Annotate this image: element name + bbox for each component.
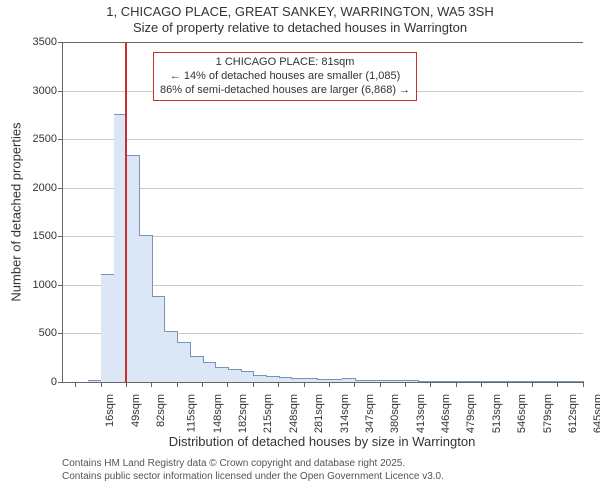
xtick-label: 148sqm [212, 394, 224, 433]
histogram-bar [241, 371, 255, 382]
footer-line-2: Contains public sector information licen… [62, 471, 444, 484]
histogram-bar [177, 342, 191, 382]
chart-title: 1, CHICAGO PLACE, GREAT SANKEY, WARRINGT… [0, 4, 600, 35]
y-axis-title: Number of detached properties [9, 122, 24, 301]
xtick-mark [557, 382, 558, 387]
ytick-label: 1500 [33, 230, 57, 242]
xtick-label: 248sqm [288, 394, 300, 433]
xtick-mark [202, 382, 203, 387]
xtick-mark [329, 382, 330, 387]
histogram-bar [380, 380, 394, 382]
histogram-bar [329, 379, 343, 382]
histogram-bar [279, 377, 293, 382]
xtick-mark [101, 382, 102, 387]
xtick-mark [253, 382, 254, 387]
ytick-mark [58, 333, 63, 334]
chart-title-line2: Size of property relative to detached ho… [0, 20, 600, 36]
ytick-label: 2000 [33, 182, 57, 194]
histogram-bar [215, 367, 229, 382]
ytick-mark [58, 188, 63, 189]
xtick-mark [380, 382, 381, 387]
histogram-bar [405, 380, 419, 382]
xtick-mark [227, 382, 228, 387]
histogram-bar [152, 296, 166, 382]
ytick-mark [58, 285, 63, 286]
xtick-label: 182sqm [237, 394, 249, 433]
xtick-label: 281sqm [313, 394, 325, 433]
xtick-label: 314sqm [339, 394, 351, 433]
xtick-label: 513sqm [491, 394, 503, 433]
xtick-label: 347sqm [364, 394, 376, 433]
xtick-label: 446sqm [440, 394, 452, 433]
ytick-mark [58, 42, 63, 43]
histogram-bar [431, 381, 445, 382]
histogram-bar [228, 369, 242, 382]
ytick-label: 3500 [33, 36, 57, 48]
xtick-mark [430, 382, 431, 387]
histogram-bar [304, 378, 318, 382]
xtick-label: 579sqm [542, 394, 554, 433]
xtick-label: 413sqm [415, 394, 427, 433]
ytick-label: 500 [39, 327, 57, 339]
xtick-label: 16sqm [104, 394, 116, 427]
gridline-h [63, 139, 583, 140]
xtick-mark [507, 382, 508, 387]
xtick-mark [126, 382, 127, 387]
ytick-mark [58, 139, 63, 140]
ytick-label: 1000 [33, 279, 57, 291]
ytick-label: 0 [51, 376, 57, 388]
gridline-h [63, 42, 583, 43]
xtick-mark [532, 382, 533, 387]
gridline-h [63, 188, 583, 189]
histogram-bar [253, 375, 267, 382]
xtick-label: 546sqm [516, 394, 528, 433]
annotation-line-3: 86% of semi-detached houses are larger (… [160, 84, 410, 98]
histogram-bar [355, 380, 369, 382]
xtick-mark [304, 382, 305, 387]
histogram-bar [139, 235, 153, 382]
xtick-mark [583, 382, 584, 387]
xtick-label: 82sqm [155, 394, 167, 427]
xtick-mark [151, 382, 152, 387]
plot-area: 050010001500200025003000350016sqm49sqm82… [62, 42, 583, 383]
ytick-label: 3000 [33, 85, 57, 97]
chart-title-line1: 1, CHICAGO PLACE, GREAT SANKEY, WARRINGT… [0, 4, 600, 20]
histogram-bar [532, 381, 546, 382]
histogram-chart: 1, CHICAGO PLACE, GREAT SANKEY, WARRINGT… [0, 0, 600, 500]
xtick-label: 645sqm [592, 394, 600, 433]
xtick-mark [75, 382, 76, 387]
xtick-label: 612sqm [567, 394, 579, 433]
xtick-label: 115sqm [186, 394, 198, 432]
histogram-bar [203, 362, 217, 382]
xtick-mark [354, 382, 355, 387]
histogram-bar [190, 356, 204, 382]
xtick-label: 479sqm [466, 394, 478, 433]
xtick-mark [456, 382, 457, 387]
xtick-mark [177, 382, 178, 387]
ytick-mark [58, 91, 63, 92]
footer-line-1: Contains HM Land Registry data © Crown c… [62, 458, 444, 471]
xtick-label: 380sqm [389, 394, 401, 433]
histogram-bar [126, 155, 140, 382]
xtick-mark [278, 382, 279, 387]
ytick-label: 2500 [33, 133, 57, 145]
histogram-bar [164, 331, 178, 383]
annotation-box: 1 CHICAGO PLACE: 81sqm ← 14% of detached… [153, 52, 417, 101]
histogram-bar [101, 274, 115, 382]
histogram-bar [507, 381, 521, 382]
xtick-mark [405, 382, 406, 387]
annotation-line-2: ← 14% of detached houses are smaller (1,… [160, 70, 410, 84]
xtick-label: 49sqm [130, 394, 142, 427]
ytick-mark [58, 236, 63, 237]
histogram-bar [558, 381, 572, 382]
ytick-mark [58, 382, 63, 383]
annotation-line-1: 1 CHICAGO PLACE: 81sqm [160, 56, 410, 70]
xtick-label: 215sqm [263, 394, 275, 433]
histogram-bar [456, 381, 470, 382]
chart-footer: Contains HM Land Registry data © Crown c… [62, 458, 444, 483]
histogram-bar [482, 381, 496, 382]
x-axis-title: Distribution of detached houses by size … [169, 434, 476, 449]
property-marker-line [125, 42, 127, 382]
xtick-mark [481, 382, 482, 387]
